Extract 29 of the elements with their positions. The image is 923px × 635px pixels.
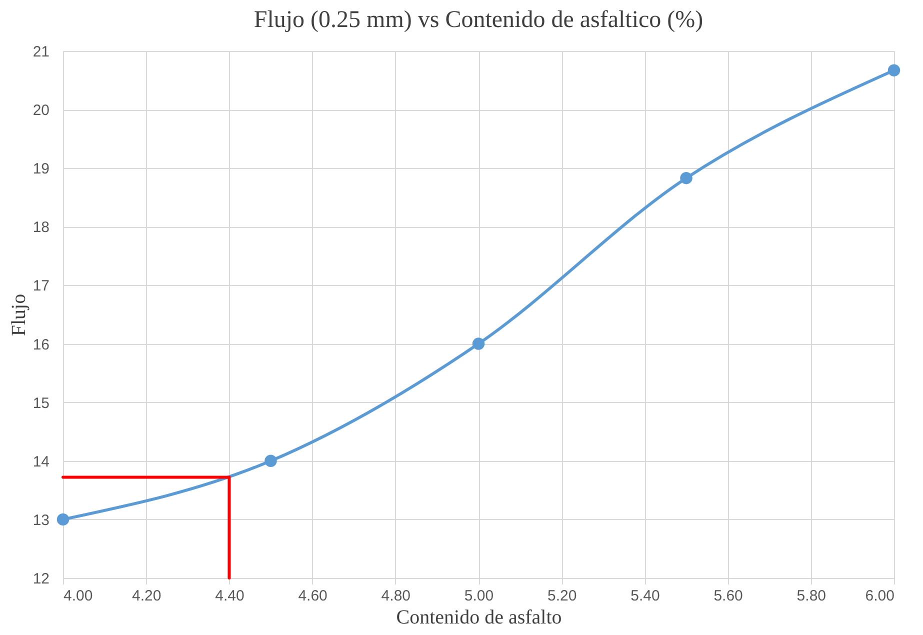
x-tick-label: 5.00 bbox=[464, 588, 494, 604]
x-tick-label: 4.00 bbox=[64, 588, 93, 604]
y-axis-title: Flujo bbox=[8, 294, 30, 336]
y-tick-label: 17 bbox=[32, 278, 50, 295]
x-tick-label: 6.00 bbox=[865, 588, 894, 604]
x-tick-label: 4.20 bbox=[132, 588, 162, 604]
y-tick-label: 21 bbox=[32, 44, 50, 60]
point bbox=[888, 64, 900, 76]
x-tick-label: 4.40 bbox=[215, 588, 244, 604]
y-tick-label: 14 bbox=[32, 453, 50, 470]
x-tick-label: 5.40 bbox=[630, 588, 660, 604]
point bbox=[56, 513, 70, 526]
x-tick-label: 5.20 bbox=[548, 588, 577, 604]
y-tick-label: 19 bbox=[32, 160, 50, 178]
y-tick-label: 16 bbox=[32, 336, 50, 354]
y-tick-label: 20 bbox=[32, 102, 50, 120]
x-tick-label: 4.80 bbox=[381, 588, 410, 604]
y-tick-label: 18 bbox=[32, 219, 50, 236]
y-tick-label: 13 bbox=[32, 512, 50, 529]
chart-title: Flujo (0.25 mm) vs Contenido de asfaltico (%) bbox=[254, 7, 704, 33]
point bbox=[472, 338, 485, 350]
x-axis-title: Contenido de asfalto bbox=[396, 606, 562, 628]
y-tick-label: 12 bbox=[32, 570, 50, 588]
point bbox=[264, 454, 277, 467]
point bbox=[680, 172, 692, 184]
y-tick-label: 15 bbox=[32, 394, 50, 412]
x-tick-label: 5.80 bbox=[796, 588, 826, 604]
x-tick-label: 5.60 bbox=[714, 588, 743, 604]
x-tick-label: 4.60 bbox=[298, 588, 328, 604]
